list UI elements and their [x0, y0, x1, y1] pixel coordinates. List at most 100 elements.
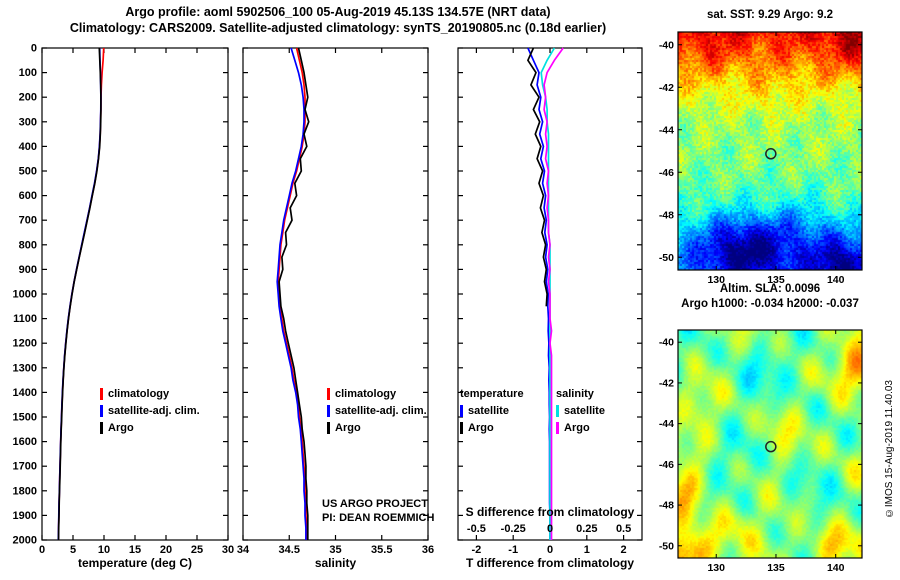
salinity-axis-label: salinity: [314, 556, 357, 570]
t-difference-axis-label: T difference from climatology: [465, 556, 635, 570]
svg-text:900: 900: [19, 264, 37, 276]
legend-item-argo: Argo: [100, 421, 134, 435]
sla-map-title-line-2: Argo h1000: -0.034 h2000: -0.037: [681, 298, 859, 310]
svg-text:1300: 1300: [13, 362, 37, 374]
svg-text:0: 0: [547, 523, 553, 535]
argo-line-marker: [100, 422, 103, 434]
svg-text:0: 0: [31, 43, 37, 55]
title-line-1: Argo profile: aoml 5902506_100 05-Aug-20…: [125, 5, 551, 19]
svg-text:30: 30: [222, 544, 234, 556]
svg-text:700: 700: [19, 215, 37, 227]
legend-item-argo: Argo: [327, 421, 361, 435]
svg-text:0: 0: [547, 544, 553, 556]
legend-item-t-argo: Argo: [460, 421, 494, 435]
svg-text:1200: 1200: [13, 338, 37, 350]
legend-label: Argo: [564, 422, 590, 434]
svg-text:-1: -1: [508, 544, 518, 556]
svg-text:0: 0: [39, 544, 45, 556]
s-argo-line-marker: [556, 422, 559, 434]
svg-text:20: 20: [160, 544, 172, 556]
legend-label: Argo: [108, 422, 134, 434]
legend-label: satellite: [468, 405, 509, 417]
legend-item-satellite-clim: satellite-adj. clim.: [327, 404, 427, 418]
svg-text:1500: 1500: [13, 412, 37, 424]
legend-header-temperature: temperature: [460, 388, 524, 400]
svg-text:-44: -44: [659, 124, 674, 136]
t-satellite-line-marker: [460, 405, 463, 417]
svg-text:200: 200: [19, 92, 37, 104]
legend-label: Argo: [335, 422, 361, 434]
svg-text:-48: -48: [659, 500, 674, 512]
svg-text:-50: -50: [659, 252, 674, 264]
svg-text:-44: -44: [659, 418, 674, 430]
climatology-line-marker: [327, 388, 330, 400]
legend-item-s-satellite: satellite: [556, 404, 605, 418]
temperature-axis-label: temperature (deg C): [77, 556, 193, 570]
legend-label: Argo: [468, 422, 494, 434]
sst-heatmap: [678, 32, 862, 270]
svg-text:-48: -48: [659, 209, 674, 221]
svg-text:34: 34: [237, 544, 250, 556]
legend-label: climatology: [108, 388, 170, 400]
sla-heatmap: [678, 330, 862, 558]
sla-map-title-line-1: Altim. SLA: 0.0096: [719, 283, 821, 295]
legend-header-salinity: salinity: [556, 388, 594, 400]
legend-label: satellite-adj. clim.: [335, 405, 427, 417]
svg-text:10: 10: [98, 544, 110, 556]
svg-text:-2: -2: [472, 544, 482, 556]
argo-line-marker: [327, 422, 330, 434]
svg-text:25: 25: [191, 544, 203, 556]
s-difference-axis-label: S difference from climatology: [465, 505, 635, 519]
legend-item-t-satellite: satellite: [460, 404, 509, 418]
svg-text:1100: 1100: [13, 313, 37, 325]
svg-text:800: 800: [19, 239, 37, 251]
svg-text:15: 15: [129, 544, 141, 556]
project-annotation: US ARGO PROJECT PI: DEAN ROEMMICH: [322, 497, 434, 525]
svg-text:100: 100: [19, 67, 37, 79]
svg-text:400: 400: [19, 141, 37, 153]
svg-text:140: 140: [827, 562, 845, 574]
svg-text:-0.5: -0.5: [467, 523, 486, 535]
svg-text:-50: -50: [659, 540, 674, 552]
svg-text:-46: -46: [659, 459, 674, 471]
sla-map-title: Altim. SLA: 0.0096 Argo h1000: -0.034 h2…: [656, 282, 884, 312]
figure-title: Argo profile: aoml 5902506_100 05-Aug-20…: [0, 4, 676, 36]
svg-text:1800: 1800: [13, 485, 37, 497]
svg-text:34.5: 34.5: [279, 544, 300, 556]
legend-label: satellite-adj. clim.: [108, 405, 200, 417]
svg-text:-0.25: -0.25: [501, 523, 526, 535]
svg-text:-40: -40: [659, 39, 674, 51]
svg-text:0.5: 0.5: [616, 523, 631, 535]
svg-text:35: 35: [329, 544, 341, 556]
legend-item-satellite-clim: satellite-adj. clim.: [100, 404, 200, 418]
imos-watermark: ©IMOS 15-Aug-2019 11.40.03: [884, 380, 895, 519]
s-satellite-line-marker: [556, 405, 559, 417]
svg-text:35.5: 35.5: [371, 544, 392, 556]
svg-text:300: 300: [19, 116, 37, 128]
svg-text:1900: 1900: [13, 510, 37, 522]
title-line-2: Climatology: CARS2009. Satellite-adjuste…: [69, 21, 607, 35]
svg-text:135: 135: [767, 562, 785, 574]
svg-text:-42: -42: [659, 82, 674, 94]
project-annotation-line-1: US ARGO PROJECT: [322, 498, 428, 510]
svg-text:130: 130: [707, 562, 725, 574]
legend-item-climatology: climatology: [327, 387, 396, 401]
satellite-clim-line-marker: [100, 405, 103, 417]
svg-text:1: 1: [584, 544, 590, 556]
t-argo-line-marker: [460, 422, 463, 434]
legend-label: climatology: [335, 388, 397, 400]
svg-text:1400: 1400: [13, 387, 37, 399]
sst-map-title: sat. SST: 9.29 Argo: 9.2: [706, 9, 834, 21]
svg-text:1700: 1700: [13, 461, 37, 473]
svg-text:600: 600: [19, 190, 37, 202]
svg-text:-46: -46: [659, 167, 674, 179]
svg-text:500: 500: [19, 166, 37, 178]
legend-item-climatology: climatology: [100, 387, 169, 401]
svg-text:1000: 1000: [13, 289, 37, 301]
legend-item-s-argo: Argo: [556, 421, 590, 435]
svg-text:2: 2: [621, 544, 627, 556]
climatology-line-marker: [100, 388, 103, 400]
svg-text:0.25: 0.25: [576, 523, 597, 535]
svg-text:1600: 1600: [13, 436, 37, 448]
